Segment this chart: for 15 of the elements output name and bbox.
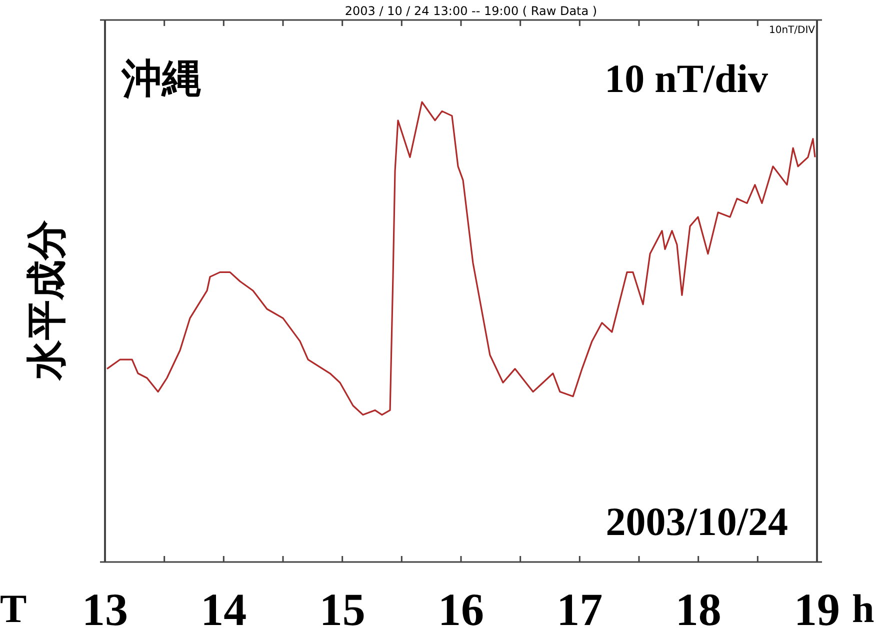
x-tick-label: 18: [675, 584, 722, 630]
x-axis-title: h: [852, 586, 874, 630]
chart-title: 2003 / 10 / 24 13:00 -- 19:00 ( Raw Data ): [344, 4, 598, 18]
text: 10 nT/div: [604, 56, 768, 101]
text: T: [0, 586, 27, 630]
x-tick-label: 17: [556, 584, 603, 630]
x-tick-label: 15: [319, 584, 366, 630]
text: 10nT/DIV: [768, 25, 816, 36]
y-axis-title: 水平成分: [24, 220, 70, 382]
annotation: 沖縄: [121, 56, 202, 102]
x-tick-label: 14: [200, 584, 247, 630]
annotation: 2003/10/24: [606, 499, 788, 544]
x-tick-label: 13: [82, 584, 128, 630]
x-tick-label: 19: [794, 584, 840, 630]
x-tick-label: 16: [438, 584, 484, 630]
